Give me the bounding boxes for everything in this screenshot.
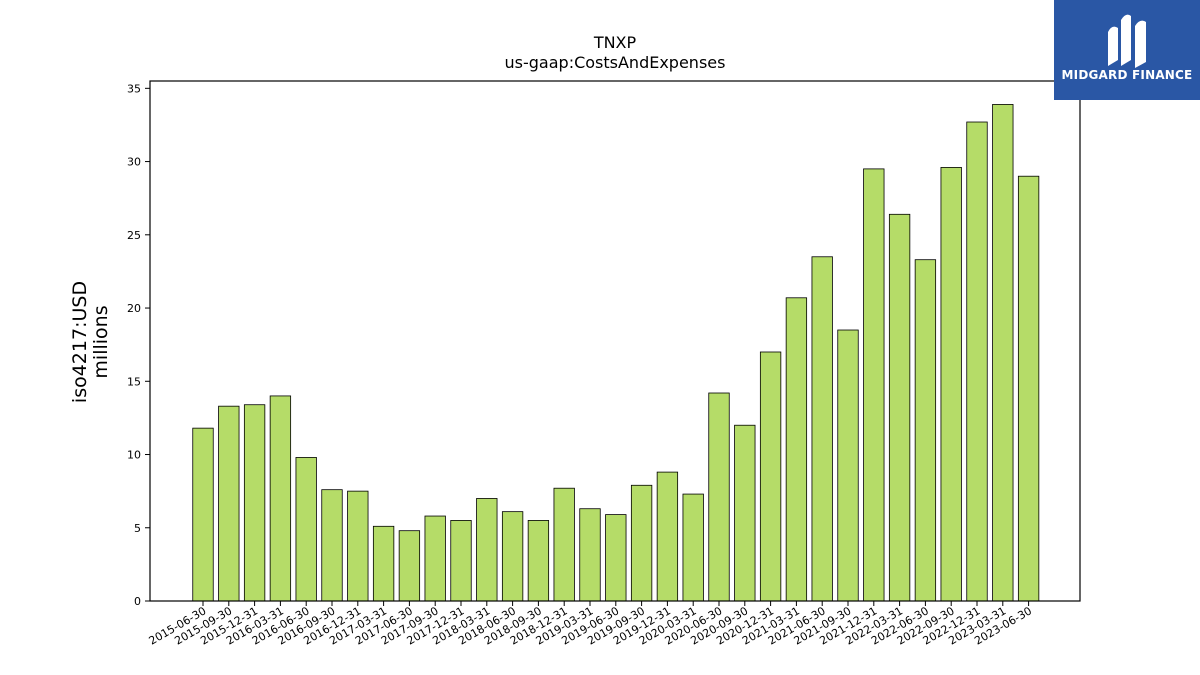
bar-2021-06-30	[811, 256, 833, 602]
bar-2022-12-31	[966, 121, 988, 602]
bar-2015-12-31	[243, 404, 266, 602]
bar-2021-12-31	[863, 168, 885, 602]
bar-2021-09-30	[837, 329, 859, 602]
bar-2015-06-30	[192, 427, 214, 602]
bar-2019-12-31	[656, 471, 679, 602]
bar-2016-03-31	[269, 395, 292, 602]
y-axis: 0 5 10 15 20 25 30 35	[127, 82, 150, 608]
y-axis-unit-label: millions	[90, 305, 112, 378]
y-tick-label: 30	[127, 156, 141, 169]
bar-2018-12-31	[553, 487, 575, 602]
bar-2019-09-30	[630, 484, 653, 602]
y-tick-label: 35	[127, 82, 141, 95]
y-tick-label: 15	[127, 375, 141, 388]
chart-subtitle: us-gaap:CostsAndExpenses	[505, 53, 726, 72]
bar-2016-06-30	[295, 457, 317, 602]
y-tick-label: 5	[134, 522, 141, 535]
bar-2019-03-31	[579, 508, 601, 602]
bar-2023-03-31	[992, 104, 1014, 602]
bar-2022-06-30	[914, 259, 937, 602]
y-axis-label-group: iso4217:USD millions	[69, 281, 112, 403]
bar-2020-06-30	[708, 392, 730, 602]
bar-2021-03-31	[785, 297, 808, 602]
y-tick-label: 25	[127, 229, 141, 242]
bars-group	[192, 104, 1040, 602]
bar-2017-03-31	[372, 525, 395, 602]
bar-2020-09-30	[734, 424, 756, 602]
bar-2019-06-30	[605, 514, 627, 602]
y-axis-label: iso4217:USD	[69, 281, 91, 403]
bar-2020-12-31	[759, 351, 782, 602]
bar-2018-06-30	[501, 511, 524, 602]
bar-2017-12-31	[450, 520, 472, 602]
bar-2016-09-30	[321, 489, 343, 602]
logo-mark-icon	[1108, 14, 1146, 68]
logo-text: MIDGARD FINANCE	[1061, 68, 1193, 82]
bar-2023-06-30	[1017, 175, 1040, 602]
bar-2017-06-30	[398, 530, 421, 602]
bar-2015-09-30	[218, 405, 240, 602]
midgard-finance-logo: MIDGARD FINANCE	[1054, 0, 1200, 100]
bar-2022-09-30	[940, 167, 962, 602]
y-tick-label: 20	[127, 302, 141, 315]
bar-2020-03-31	[682, 493, 704, 602]
plot-frame	[149, 80, 1081, 602]
bar-2022-03-31	[888, 213, 911, 602]
y-tick-label: 10	[127, 449, 141, 462]
x-axis: 2015-06-302015-09-302015-12-312016-03-31…	[147, 601, 1034, 648]
bar-2017-09-30	[424, 515, 446, 602]
chart-title: TNXP	[593, 33, 637, 52]
y-tick-label: 0	[134, 595, 141, 608]
bar-2018-03-31	[476, 498, 498, 602]
bar-2016-12-31	[347, 490, 369, 602]
bar-2018-09-30	[527, 520, 550, 602]
